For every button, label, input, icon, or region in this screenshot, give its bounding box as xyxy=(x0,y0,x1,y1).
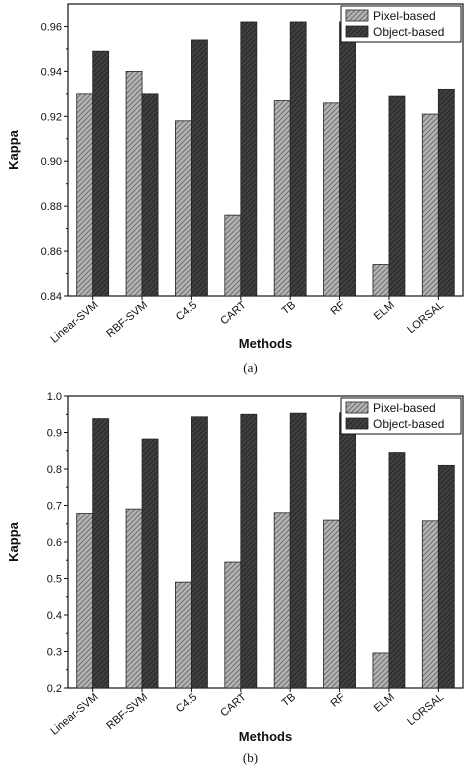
chart-b-xtick-label: RBF-SVM xyxy=(104,691,150,732)
chart-b-bar-object-0 xyxy=(92,418,110,689)
chart-b-bar-pixel-0 xyxy=(76,513,94,689)
chart-b-legend: Pixel-based Object-based xyxy=(340,397,462,435)
chart-b-bar-object-6 xyxy=(388,452,406,689)
chart-a-xtick-label: LORSAL xyxy=(405,299,446,336)
chart-b-bar-pixel-1 xyxy=(125,508,143,689)
chart-a-legend-swatch-1 xyxy=(345,25,369,38)
chart-a-ytick-label: 0.94 xyxy=(41,66,62,78)
chart-b-xtick-label: Linear-SVM xyxy=(48,691,100,738)
chart-b-ytick-label: 0.2 xyxy=(47,683,62,695)
chart-b-x-axis-title: Methods xyxy=(239,729,292,744)
chart-a-bar-pixel-1 xyxy=(125,70,143,297)
chart-a-caption: (a) xyxy=(243,360,257,375)
chart-a-x-axis-title: Methods xyxy=(239,336,292,351)
chart-a-bar-object-2 xyxy=(191,39,208,297)
chart-b-xtick-label: LORSAL xyxy=(405,691,446,728)
chart-b-xtick-label: ELM xyxy=(372,691,397,715)
chart-a-bar-pixel-5 xyxy=(323,102,340,297)
chart-a-bar-object-6 xyxy=(388,95,406,297)
chart-a-bar-object-7 xyxy=(437,88,455,297)
chart-a-y-axis-title: Kappa xyxy=(6,129,21,170)
chart-b-xtick-label: RF xyxy=(329,691,348,710)
chart-a: 0.84 0.86 0.88 0.90 0.92 0.94 0.96 Linear-SVM RB… xyxy=(0,0,474,384)
chart-b-y-axis-title: Kappa xyxy=(6,521,21,562)
chart-b-legend-label-1: Object-based xyxy=(373,417,444,431)
chart-a-legend-label-1: Object-based xyxy=(373,25,444,39)
chart-a-xtick-label: C4.5 xyxy=(174,299,200,323)
chart-a-bar-object-3 xyxy=(240,21,258,297)
chart-b-bar-object-3 xyxy=(240,413,258,689)
chart-a-ytick-label: 0.86 xyxy=(41,246,62,258)
chart-a-bar-object-5 xyxy=(339,21,356,297)
chart-a-plot-frame xyxy=(67,3,464,297)
chart-a-legend: Pixel-based Object-based xyxy=(340,5,462,43)
chart-b-bar-pixel-6 xyxy=(372,652,390,689)
chart-a-bar-pixel-2 xyxy=(175,120,192,297)
chart-a-bar-object-4 xyxy=(289,21,307,297)
chart-b-xtick-label: TB xyxy=(280,691,298,709)
chart-b-ytick-label: 0.5 xyxy=(47,574,62,586)
chart-b-ytick-label: 0.3 xyxy=(47,647,62,659)
chart-a-legend-swatch-0 xyxy=(345,9,369,22)
chart-b-xtick-label: CART xyxy=(218,691,249,719)
chart-a-bar-object-1 xyxy=(141,93,159,297)
chart-a-ytick-label: 0.96 xyxy=(41,21,62,33)
chart-b-bar-object-7 xyxy=(437,464,455,689)
chart-b-legend-swatch-0 xyxy=(345,401,369,414)
chart-b-ytick-label: 0.7 xyxy=(47,501,62,513)
chart-b-legend-swatch-1 xyxy=(345,417,369,430)
chart-a-bar-pixel-6 xyxy=(372,264,390,297)
chart-b-ytick-label: 1.0 xyxy=(47,391,62,403)
chart-b-ytick-label: 0.6 xyxy=(47,537,62,549)
chart-b-svg: 0.2 0.3 0.4 0.5 0.6 0.7 0.8 0.9 1.0 Linear-SVM RBF… xyxy=(6,391,464,765)
chart-a-xtick-label: RF xyxy=(329,299,348,318)
chart-a-bar-pixel-7 xyxy=(421,113,439,297)
chart-a-bar-pixel-3 xyxy=(224,214,242,297)
chart-a-bar-object-0 xyxy=(92,50,110,297)
chart-b-bar-object-1 xyxy=(141,438,159,689)
chart-a-xtick-label: RBF-SVM xyxy=(104,299,150,340)
chart-b: 0.2 0.3 0.4 0.5 0.6 0.7 0.8 0.9 1.0 Linear-SVM RBF… xyxy=(0,384,474,769)
chart-b-bar-pixel-2 xyxy=(175,581,192,689)
chart-b-bar-pixel-3 xyxy=(224,561,242,689)
chart-a-xtick-label: TB xyxy=(280,299,298,317)
chart-b-xtick-label: C4.5 xyxy=(174,691,200,715)
chart-a-ytick-label: 0.88 xyxy=(41,201,62,213)
chart-a-ytick-label: 0.90 xyxy=(41,156,62,168)
chart-b-caption: (b) xyxy=(243,750,258,765)
chart-a-ytick-label: 0.92 xyxy=(41,111,62,123)
chart-a-legend-label-0: Pixel-based xyxy=(373,9,436,23)
chart-a-ytick-label: 0.84 xyxy=(41,291,62,303)
chart-b-ytick-label: 0.9 xyxy=(47,428,62,440)
chart-a-svg: 0.84 0.86 0.88 0.90 0.92 0.94 0.96 Linear-SVM RB… xyxy=(6,3,464,375)
chart-a-xtick-label: ELM xyxy=(372,299,397,323)
chart-b-bar-object-5 xyxy=(339,412,356,689)
chart-b-bar-pixel-5 xyxy=(323,519,340,689)
chart-a-xtick-label: Linear-SVM xyxy=(48,299,100,346)
chart-a-xtick-label: CART xyxy=(218,299,249,327)
chart-b-bar-pixel-4 xyxy=(273,512,291,689)
chart-a-bar-pixel-4 xyxy=(273,100,291,297)
chart-a-bar-pixel-0 xyxy=(76,93,94,297)
chart-b-ytick-label: 0.4 xyxy=(47,610,62,622)
chart-b-bar-object-2 xyxy=(191,416,208,689)
chart-b-legend-label-0: Pixel-based xyxy=(373,401,436,415)
chart-b-bar-object-4 xyxy=(289,412,307,689)
chart-b-bar-pixel-7 xyxy=(421,520,439,689)
chart-b-ytick-label: 0.8 xyxy=(47,464,62,476)
